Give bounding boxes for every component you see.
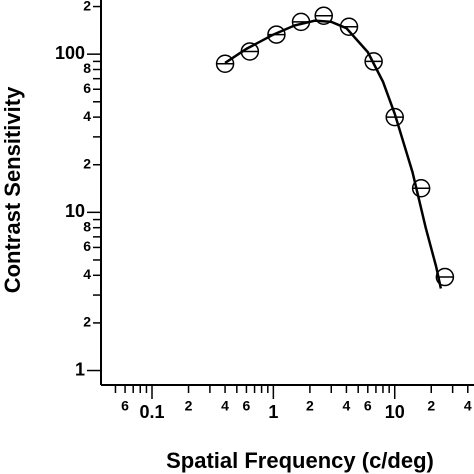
y-tick-label: 6 [83, 80, 91, 96]
y-tick-label: 10 [65, 201, 85, 221]
y-tick-label: 2 [83, 155, 91, 171]
x-tick-label: 1 [268, 402, 278, 422]
y-tick-label: 8 [83, 60, 91, 76]
y-tick-label: 8 [83, 218, 91, 234]
y-tick-label: 4 [83, 266, 91, 282]
y-axis-label: Contrast Sensitivity [0, 86, 25, 293]
x-tick-label: 2 [185, 398, 193, 414]
x-tick-label: 6 [364, 398, 372, 414]
x-tick-label: 4 [464, 398, 472, 414]
x-axis-label: Spatial Frequency (c/deg) [166, 448, 434, 473]
x-tick-label: 0.1 [139, 402, 164, 422]
x-tick-label: 10 [385, 402, 405, 422]
fit-line [224, 19, 443, 289]
x-tick-label: 2 [427, 398, 435, 414]
y-tick-label: 2 [83, 314, 91, 330]
y-tick-label: 6 [83, 238, 91, 254]
x-tick-label: 4 [343, 398, 351, 414]
x-tick-label: 4 [221, 398, 229, 414]
x-tick-label: 6 [243, 398, 251, 414]
y-tick-label: 4 [83, 108, 91, 124]
x-tick-label: 2 [306, 398, 314, 414]
y-tick-label: 100 [55, 43, 85, 63]
y-tick-label: 2 [83, 0, 91, 13]
x-tick-label: 6 [121, 398, 129, 414]
y-tick-label: 1 [75, 359, 85, 379]
